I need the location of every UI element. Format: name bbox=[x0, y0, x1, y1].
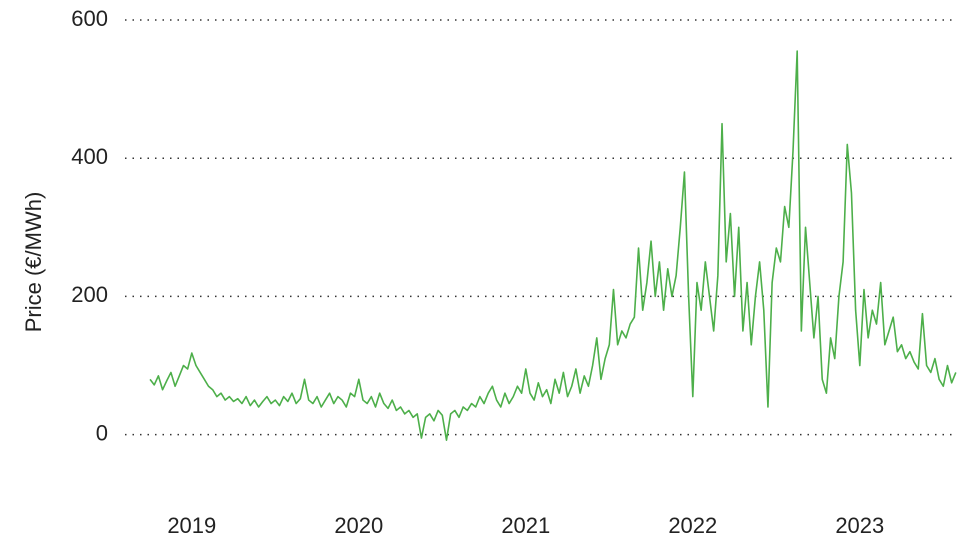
x-tick-label: 2019 bbox=[167, 513, 216, 538]
y-tick-label: 0 bbox=[96, 420, 108, 445]
x-tick-label: 2023 bbox=[835, 513, 884, 538]
price-line bbox=[149, 50, 957, 441]
y-tick-label: 400 bbox=[71, 144, 108, 169]
y-tick-label: 200 bbox=[71, 282, 108, 307]
y-axis-label: Price (€/MWh) bbox=[21, 192, 46, 333]
y-tick-label: 600 bbox=[71, 6, 108, 31]
x-tick-label: 2020 bbox=[334, 513, 383, 538]
x-tick-label: 2021 bbox=[501, 513, 550, 538]
x-tick-label: 2022 bbox=[668, 513, 717, 538]
